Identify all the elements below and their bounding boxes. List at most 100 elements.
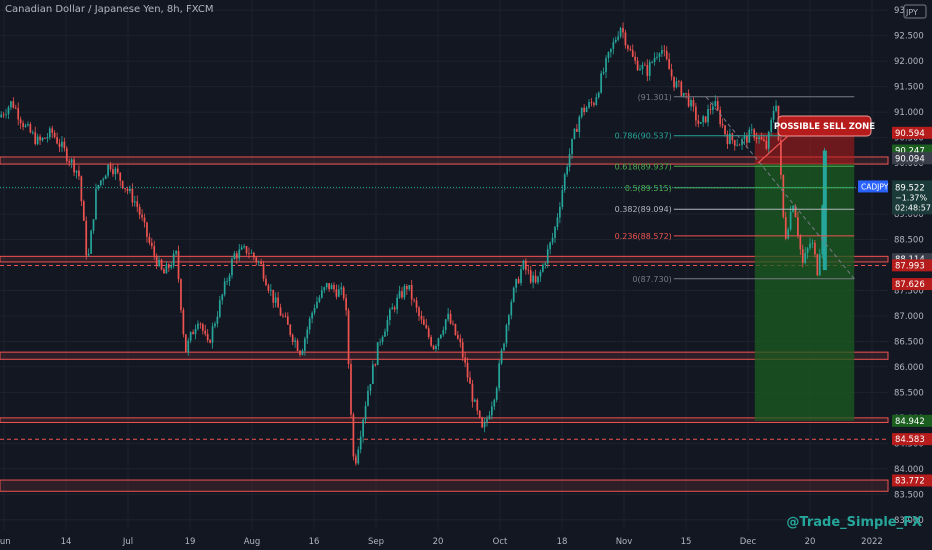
candle-body xyxy=(124,188,126,189)
candle-body xyxy=(576,128,578,132)
candle-body xyxy=(5,114,7,116)
candle-body xyxy=(712,106,714,110)
candle-body xyxy=(663,50,666,52)
candle-body xyxy=(206,333,209,341)
candle-body xyxy=(495,388,498,400)
candle-body xyxy=(517,279,520,284)
candle-body xyxy=(189,332,192,341)
candle-body xyxy=(170,266,173,268)
y-tick-label: 89.000 xyxy=(894,210,924,220)
candle-body xyxy=(801,249,804,263)
candle-body xyxy=(537,276,539,283)
candle-body xyxy=(245,246,248,254)
y-tick-label: 83.500 xyxy=(894,490,924,500)
candle-body xyxy=(56,137,58,144)
candle-body xyxy=(636,60,639,71)
candle-body xyxy=(644,64,646,66)
y-tick-label: 83.000 xyxy=(894,516,924,526)
candle-body xyxy=(313,308,316,313)
candle-body xyxy=(461,342,464,358)
candle-body xyxy=(99,180,102,185)
candle-body xyxy=(430,336,432,346)
sr-zone xyxy=(0,479,889,492)
candle-body xyxy=(214,323,216,327)
price-label-bg xyxy=(892,152,932,165)
fib-level-label: 0.5(89.515) xyxy=(625,184,672,193)
y-tick-label: 88.500 xyxy=(894,236,924,246)
candle-body xyxy=(544,263,547,265)
candle-body xyxy=(682,92,685,96)
candle-body xyxy=(809,243,811,249)
candle-body xyxy=(726,134,729,145)
candle-body xyxy=(525,260,527,270)
candle-body xyxy=(641,64,644,70)
candle-body xyxy=(486,418,488,423)
fib-level-label: 0.382(89.094) xyxy=(615,205,672,214)
y-tick-label: 86.500 xyxy=(894,337,924,347)
candle-body xyxy=(167,264,170,268)
candle-body xyxy=(306,329,309,339)
candle-body xyxy=(36,136,39,145)
candle-body xyxy=(141,214,143,218)
candle-body xyxy=(736,144,739,146)
candle-body xyxy=(255,257,258,263)
candle-body xyxy=(469,377,471,384)
candle-body xyxy=(12,101,15,108)
candle-body xyxy=(14,107,17,109)
candle-body xyxy=(146,222,148,237)
price-label-bg xyxy=(892,253,932,266)
symbol-tag-bg xyxy=(858,180,888,193)
fib-level-label: 0.236(88.572) xyxy=(615,232,672,241)
candle-body xyxy=(670,69,673,77)
candle-body xyxy=(286,316,289,325)
candle-body xyxy=(51,128,54,133)
candle-body xyxy=(731,133,734,141)
candle-body xyxy=(112,169,114,175)
currency-badge xyxy=(903,4,927,19)
candle-body xyxy=(379,341,381,343)
candle-body xyxy=(65,148,68,162)
y-tick-label: 87.500 xyxy=(894,286,924,296)
candle-body xyxy=(102,179,105,181)
candle-body xyxy=(738,144,741,146)
sr-zone xyxy=(0,255,889,263)
candle-body xyxy=(478,410,481,418)
candle-body xyxy=(405,285,408,290)
candle-body xyxy=(398,291,401,298)
candle-body xyxy=(457,335,459,339)
candle-body xyxy=(218,300,221,317)
candle-body xyxy=(440,334,442,339)
candle-body xyxy=(201,324,204,331)
candle-body xyxy=(248,253,250,255)
price-label: 90.094 xyxy=(895,154,925,164)
candle-body xyxy=(743,135,746,140)
candle-body xyxy=(444,319,447,331)
candle-body xyxy=(529,270,532,283)
candle-body xyxy=(223,281,226,295)
candle-body xyxy=(301,350,304,355)
candle-body xyxy=(17,108,20,120)
price-label-bg xyxy=(892,474,932,487)
candle-body xyxy=(605,58,607,73)
candle-body xyxy=(386,319,389,332)
sell-zone-text: POSSIBLE SELL ZONE xyxy=(774,122,875,132)
price-label-bg xyxy=(892,433,932,446)
candle-body xyxy=(629,48,632,51)
candle-body xyxy=(447,313,449,320)
candle-body xyxy=(554,227,556,238)
candle-body xyxy=(687,93,690,107)
candle-body xyxy=(369,383,372,391)
candle-body xyxy=(158,259,160,267)
candle-body xyxy=(464,357,466,363)
x-tick-label: Jul xyxy=(122,537,133,547)
candle-body xyxy=(133,201,136,203)
sell-zone-callout xyxy=(777,115,872,137)
candle-body xyxy=(24,125,27,127)
stop-box xyxy=(754,132,855,165)
candle-body xyxy=(821,205,824,255)
price-label-bg xyxy=(892,126,932,139)
candle-body xyxy=(68,161,71,163)
candle-body xyxy=(267,285,270,291)
candle-body xyxy=(678,81,680,83)
